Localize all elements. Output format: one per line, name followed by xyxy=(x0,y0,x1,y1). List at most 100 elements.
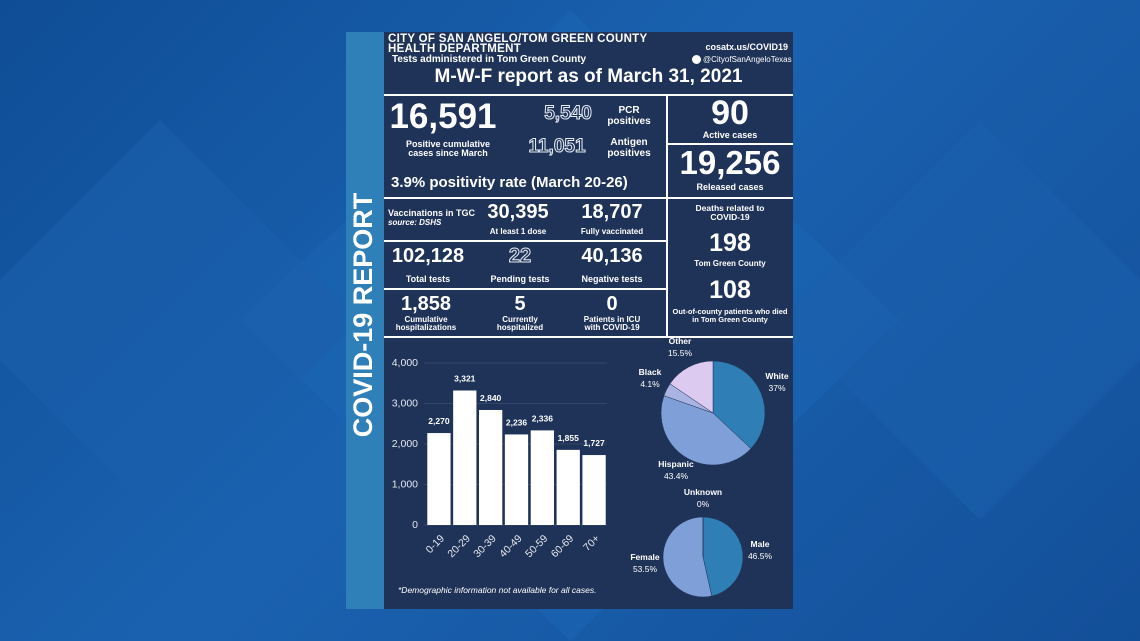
slice-name: Black xyxy=(639,367,662,377)
divider xyxy=(384,240,666,242)
y-tick-label: 0 xyxy=(412,519,418,531)
value-label: 3,321 xyxy=(454,373,476,383)
stat-label: PCR positives xyxy=(607,105,651,127)
pie-slice xyxy=(712,360,766,449)
value-label: 2,270 xyxy=(428,416,450,426)
stat-label: Total tests xyxy=(405,274,451,284)
y-tick-label: 2,000 xyxy=(392,438,418,450)
slice-name: White xyxy=(765,371,788,381)
pie-slice xyxy=(669,360,714,414)
subtitle: Tests administered in Tom Green County xyxy=(392,54,587,65)
positivity: 3.9% positivity rate (March 20-26) xyxy=(391,174,628,191)
divider xyxy=(384,336,793,338)
org-line: HEALTH DEPARTMENT xyxy=(388,43,522,55)
stat-label: Released cases xyxy=(696,182,764,192)
vacc-source: source: DSHS xyxy=(388,218,442,227)
stat-label: Antigen positives xyxy=(607,137,651,159)
slice-value: 46.5% xyxy=(748,551,773,561)
divider xyxy=(668,143,793,145)
stat-label: Active cases xyxy=(702,130,758,140)
slice-value: 37% xyxy=(768,383,785,393)
bar xyxy=(556,449,580,525)
x-tick-label: 0-19 xyxy=(424,532,447,555)
slice-name: Male xyxy=(751,539,770,549)
y-tick-label: 4,000 xyxy=(392,357,418,369)
stat-value: 0 xyxy=(606,293,618,315)
stat-value: 18,707 xyxy=(581,201,643,223)
bar xyxy=(530,430,554,525)
y-tick-label: 3,000 xyxy=(392,397,418,409)
org-line: CITY OF SAN ANGELO/TOM GREEN COUNTY xyxy=(388,33,648,45)
slice-name: Unknown xyxy=(684,487,722,497)
social: @CityofSanAngeloTexas xyxy=(703,55,792,64)
side-strip xyxy=(346,32,384,609)
stat-label: Out-of-county patients who died in Tom G… xyxy=(672,307,788,324)
slice-value: 53.5% xyxy=(633,564,658,574)
title: M-W-F report as of March 31, 2021 xyxy=(434,66,743,87)
pie-slice xyxy=(660,395,752,466)
stat-value: 5,540 xyxy=(544,103,593,124)
slice-value: 4.1% xyxy=(640,379,660,389)
stat-label: Cumulative hospitalizations xyxy=(395,315,457,333)
stat-value: 1,858 xyxy=(400,293,452,315)
value-label: 2,840 xyxy=(480,393,502,403)
divider xyxy=(384,94,793,96)
stat-value: 16,591 xyxy=(389,97,497,136)
divider xyxy=(384,197,793,199)
y-tick-label: 1,000 xyxy=(392,478,418,490)
slice-value: 0% xyxy=(697,499,710,509)
value-label: 1,855 xyxy=(558,433,580,443)
bar xyxy=(453,390,477,525)
website: cosatx.us/COVID19 xyxy=(705,42,788,52)
slice-name: Other xyxy=(669,336,692,346)
slice-value: 15.5% xyxy=(668,348,693,358)
pie-slice xyxy=(702,516,744,597)
value-label: 1,727 xyxy=(583,438,605,448)
bg-diamond xyxy=(0,120,360,520)
stat-label: Patients in ICU with COVID-19 xyxy=(583,315,641,333)
x-tick-label: 50-59 xyxy=(523,532,551,560)
stat-label: At least 1 dose xyxy=(489,227,547,236)
x-tick-label: 60-69 xyxy=(549,532,577,560)
stat-value: 11,051 xyxy=(528,136,586,157)
side-label: COVID-19 REPORT xyxy=(348,192,378,437)
stat-value: 108 xyxy=(709,276,751,304)
stat-value: 198 xyxy=(709,229,751,257)
slice-value: 43.4% xyxy=(664,471,689,481)
divider xyxy=(666,94,668,338)
stat-value: 90 xyxy=(711,94,749,132)
stat-value: 19,256 xyxy=(679,144,781,181)
stat-value: 22 xyxy=(508,245,532,267)
stat-value: 102,128 xyxy=(391,245,465,267)
facebook-icon xyxy=(692,55,701,64)
x-tick-label: 40-49 xyxy=(497,532,525,560)
stat-label: Negative tests xyxy=(581,274,643,284)
bar xyxy=(427,433,451,525)
bar xyxy=(479,409,503,525)
slice-name: Hispanic xyxy=(658,459,694,469)
x-tick-label: 20-29 xyxy=(445,532,473,560)
vacc-label: Vaccinations in TGC xyxy=(388,208,476,218)
x-tick-label: 70+ xyxy=(581,533,602,554)
stat-value: 30,395 xyxy=(487,201,549,223)
value-label: 2,236 xyxy=(506,417,528,427)
deaths-label: Deaths related to COVID-19 xyxy=(695,203,765,222)
stat-label: Positive cumulative cases since March xyxy=(405,139,491,159)
stat-label: Tom Green County xyxy=(694,259,766,268)
slice-name: Female xyxy=(630,552,660,562)
stat-label: Pending tests xyxy=(490,274,550,284)
stat-value: 5 xyxy=(514,293,526,315)
stat-label: Currently hospitalized xyxy=(496,315,544,333)
footnote: *Demographic information not available f… xyxy=(398,585,597,595)
x-tick-label: 30-39 xyxy=(471,532,499,560)
bar xyxy=(504,434,529,525)
stat-label: Fully vaccinated xyxy=(580,227,644,236)
divider xyxy=(384,288,666,290)
bar xyxy=(582,455,606,525)
value-label: 2,336 xyxy=(532,413,554,423)
stat-value: 40,136 xyxy=(581,245,643,267)
pie-slice xyxy=(662,516,713,598)
bg-diamond xyxy=(780,120,1140,520)
